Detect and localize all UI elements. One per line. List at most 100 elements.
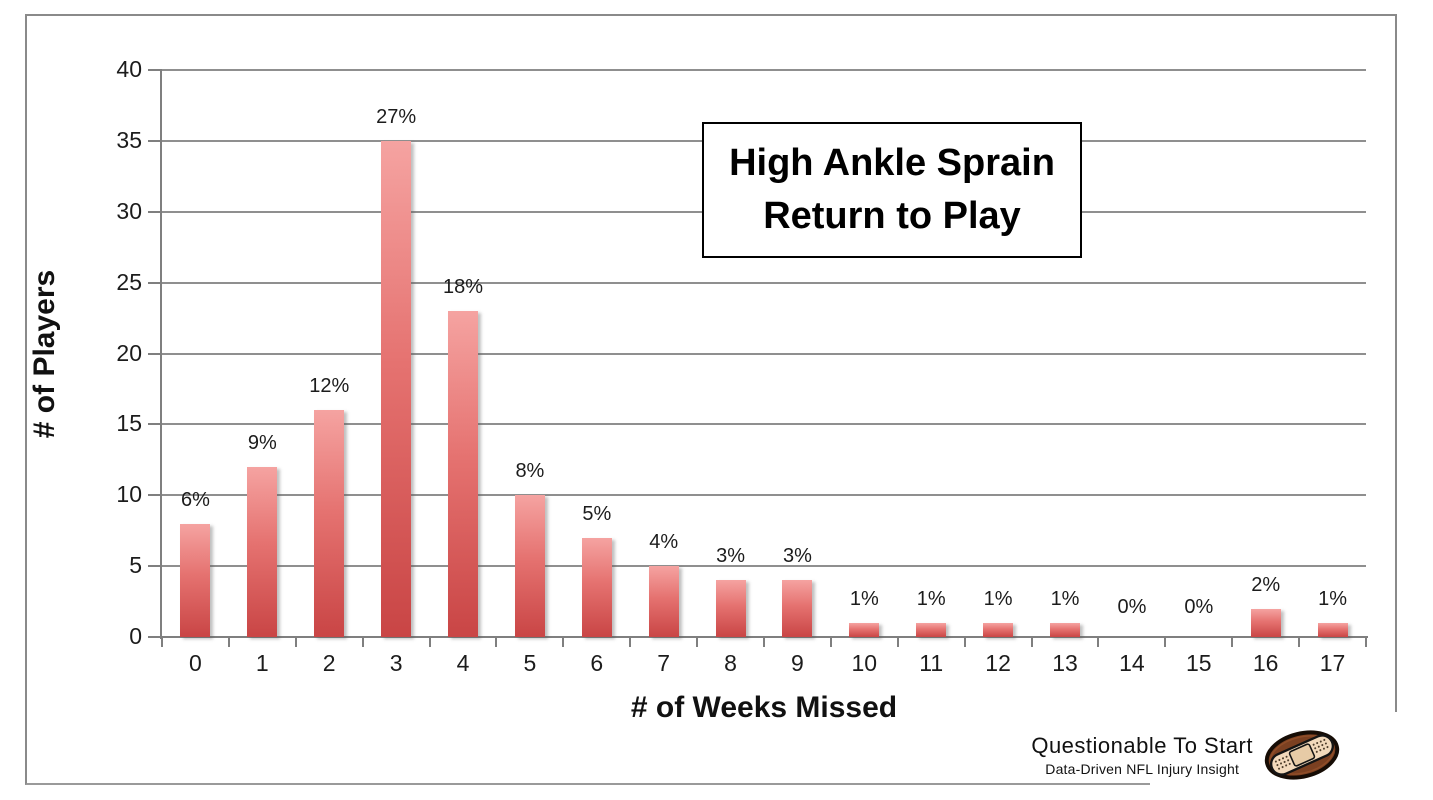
x-tick (896, 638, 899, 647)
x-tick-label: 4 (456, 650, 470, 676)
y-axis-title-text: # of Players (28, 269, 61, 438)
x-tick (161, 638, 163, 647)
x-tick-label: 12 (985, 650, 1011, 676)
y-tick (148, 352, 160, 355)
y-tick (148, 636, 160, 638)
bar-value-label: 27% (376, 106, 417, 128)
brand-text: Questionable To Start Data-Driven NFL In… (1031, 733, 1253, 777)
y-tick (148, 69, 160, 71)
brand-logo: Questionable To Start Data-Driven NFL In… (1031, 714, 1341, 796)
bar-value-label: 12% (309, 375, 350, 397)
bar-slot: 12% (296, 70, 363, 637)
x-tick-label: 3 (389, 650, 403, 676)
y-tick-label: 15 (116, 410, 142, 437)
x-tick-label: 8 (724, 650, 737, 676)
bar-week-10 (849, 623, 880, 637)
x-tick-label: 10 (851, 650, 878, 676)
plot-area: 6% 9% 12% 27% 18% 8% 5% 4% 3% 3% 1% 1% 1% 1% 0% 0% 2% 1% (150, 69, 1368, 647)
bar-value-label: 4% (649, 531, 679, 553)
y-gridline (162, 281, 1366, 284)
football-bandage-icon (1264, 730, 1340, 780)
x-tick (1164, 638, 1167, 647)
y-tick (148, 139, 160, 142)
bar-week-7 (648, 566, 679, 637)
bar-value-label: 9% (247, 432, 277, 454)
bar-value-label: 3% (783, 545, 812, 567)
bar-value-label: 0% (1184, 596, 1214, 618)
x-tick-label: 0 (189, 650, 202, 676)
bar-value-label: 6% (180, 489, 210, 511)
x-tick-label: 1 (255, 650, 269, 676)
y-gridline (162, 423, 1366, 426)
bar-value-label: 2% (1251, 574, 1281, 596)
bar-week-16 (1250, 609, 1281, 637)
bar-week-1 (247, 467, 278, 637)
y-gridline (162, 69, 1366, 71)
bar-value-label: 1% (1050, 588, 1080, 610)
x-tick-label: 16 (1252, 650, 1279, 676)
bar-slot: 9% (229, 70, 296, 637)
bar-week-0 (180, 524, 211, 637)
x-tick-label: 2 (322, 650, 336, 676)
x-tick (227, 638, 230, 647)
bar-slot: 3% (697, 70, 764, 637)
y-tick (148, 423, 160, 426)
bar-week-6 (581, 538, 612, 637)
x-axis-line (150, 636, 1368, 638)
x-tick (294, 638, 297, 647)
bar-value-label: 3% (716, 545, 746, 567)
chart-title-line1: High Ankle Sprain (729, 141, 1055, 184)
y-tick-label: 5 (129, 552, 142, 579)
brand-name: Questionable To Start (1031, 733, 1253, 758)
x-tick (1030, 638, 1033, 647)
bar-week-13 (1050, 623, 1081, 637)
bar-value-label: 5% (582, 503, 612, 525)
x-tick (1097, 638, 1100, 647)
y-tick-label: 35 (116, 126, 142, 153)
x-tick (495, 638, 498, 647)
y-tick-label: 30 (116, 197, 142, 224)
bar-slot: 0% (1098, 70, 1165, 637)
bar-value-label: 1% (983, 588, 1013, 610)
bar-slot: 1% (1299, 70, 1366, 637)
bar-week-4 (448, 311, 478, 637)
x-tick (428, 638, 431, 647)
bar-week-9 (782, 580, 813, 637)
y-tick-label: 40 (116, 56, 142, 82)
y-gridline (162, 494, 1366, 497)
bar-slot: 27% (363, 70, 430, 637)
bar-slot: 4% (630, 70, 697, 637)
bar-slot: 6% (162, 70, 229, 637)
bar-slot: 1% (831, 70, 898, 637)
bar-value-label: 18% (442, 276, 484, 298)
y-tick (148, 565, 160, 568)
y-gridline (162, 352, 1366, 355)
bar-slot: 1% (1032, 70, 1099, 637)
x-tick-label: 13 (1052, 650, 1078, 676)
y-tick-label: 20 (116, 339, 142, 366)
chart-title-box: High Ankle Sprain Return to Play (702, 122, 1082, 258)
x-tick (562, 638, 565, 647)
y-tick-label: 10 (116, 481, 142, 508)
x-tick (361, 638, 364, 647)
bar-slot: 3% (764, 70, 831, 637)
x-tick-label: 17 (1319, 650, 1346, 676)
x-tick (829, 638, 832, 647)
bar-week-3 (381, 141, 412, 637)
bar-slot: 1% (898, 70, 965, 637)
bar-slot: 5% (563, 70, 630, 637)
bar-week-11 (916, 623, 947, 637)
x-tick (1298, 638, 1301, 647)
x-tick-label: 5 (523, 650, 537, 676)
bar-slot: 2% (1232, 70, 1299, 637)
bar-week-5 (514, 495, 545, 637)
bar-slot: 0% (1165, 70, 1232, 637)
y-tick-label: 25 (116, 268, 142, 295)
x-tick-label: 9 (791, 650, 804, 676)
x-tick-label: 14 (1119, 650, 1145, 676)
bar-value-label: 1% (1318, 588, 1348, 610)
bar-week-2 (314, 410, 345, 637)
bars-layer: 6% 9% 12% 27% 18% 8% 5% 4% 3% 3% 1% 1% 1% 1% 0% 0% 2% 1% (162, 70, 1366, 637)
bar-week-17 (1317, 623, 1348, 637)
